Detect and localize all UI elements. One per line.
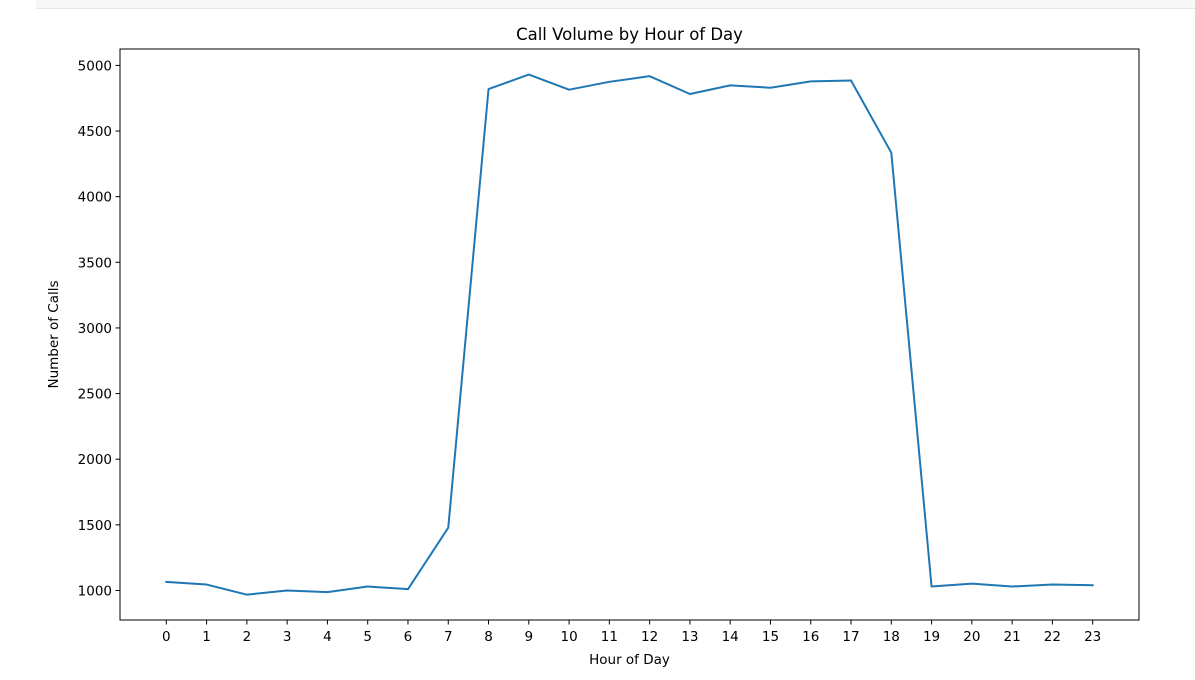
- y-tick-label: 4500: [78, 124, 112, 140]
- x-tick-label: 1: [202, 629, 211, 645]
- left-gutter: [0, 0, 36, 8]
- x-tick-label: 22: [1044, 629, 1061, 645]
- y-tick-label: 1000: [78, 583, 112, 599]
- top-scroll-strip: [36, 0, 1195, 9]
- plot-frame: [119, 48, 1140, 621]
- x-tick-label: 8: [484, 629, 493, 645]
- x-tick-label: 17: [842, 629, 859, 645]
- x-tick-label: 6: [404, 629, 413, 645]
- x-tick-label: 13: [681, 629, 698, 645]
- y-tick-label: 2500: [78, 387, 112, 403]
- y-tick-label: 1500: [78, 518, 112, 534]
- x-tick-label: 9: [525, 629, 534, 645]
- x-axis-label: Hour of Day: [589, 652, 670, 668]
- y-tick-label: 3500: [78, 255, 112, 271]
- y-tick-label: 2000: [78, 452, 112, 468]
- x-tick-label: 0: [162, 629, 171, 645]
- x-tick-label: 3: [283, 629, 292, 645]
- x-tick-label: 23: [1084, 629, 1101, 645]
- x-tick-label: 2: [243, 629, 252, 645]
- x-tick-label: 10: [560, 629, 577, 645]
- x-tick-label: 21: [1004, 629, 1021, 645]
- y-tick-label: 3000: [78, 321, 112, 337]
- x-tick-label: 20: [963, 629, 980, 645]
- series-line: [165, 73, 1094, 596]
- y-axis-label: Number of Calls: [46, 280, 62, 388]
- x-tick-label: 12: [641, 629, 658, 645]
- y-tick-label: 5000: [78, 58, 112, 74]
- x-tick-label: 18: [883, 629, 900, 645]
- y-tick-label: 4000: [78, 190, 112, 206]
- x-tick-label: 11: [601, 629, 618, 645]
- chart-title: Call Volume by Hour of Day: [516, 25, 743, 44]
- x-tick-label: 5: [363, 629, 372, 645]
- x-tick-label: 15: [762, 629, 779, 645]
- x-tick-label: 16: [802, 629, 819, 645]
- x-tick-label: 14: [722, 629, 739, 645]
- x-tick-label: 7: [444, 629, 453, 645]
- x-tick-label: 4: [323, 629, 332, 645]
- x-tick-label: 19: [923, 629, 940, 645]
